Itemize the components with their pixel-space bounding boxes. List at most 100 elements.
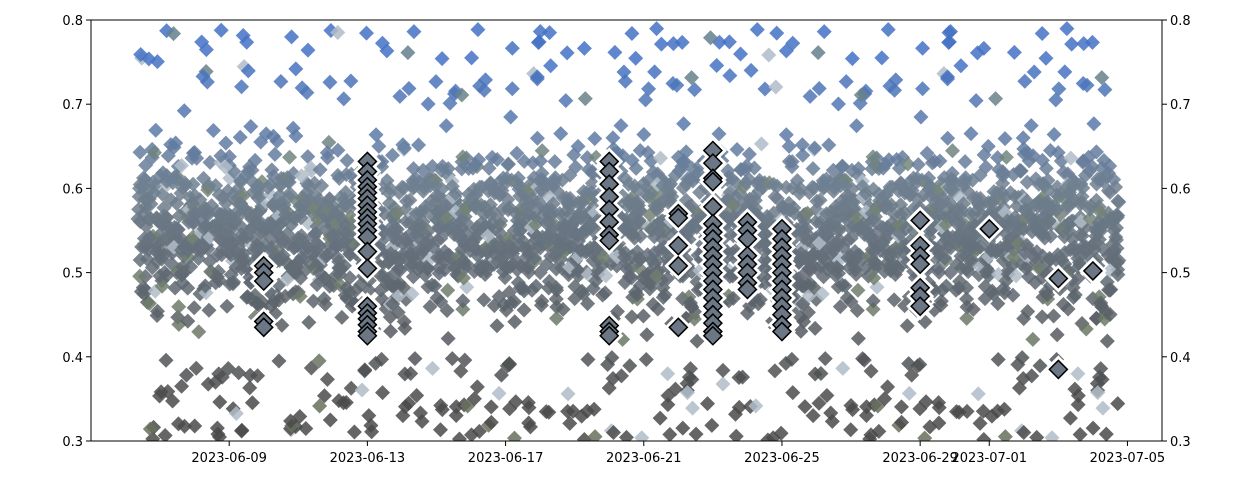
highlight-point-88 bbox=[910, 296, 931, 317]
cloud-point-2597 bbox=[959, 291, 975, 307]
cloud-point-220 bbox=[202, 154, 218, 170]
cloud-point-2679 bbox=[976, 147, 992, 163]
cloud-point-883 bbox=[403, 246, 419, 262]
cloud-point-1336 bbox=[555, 301, 571, 317]
cloud-point-562 bbox=[312, 162, 328, 178]
cloud-point-263 bbox=[210, 426, 226, 441]
cloud-point-2162 bbox=[812, 192, 828, 208]
cloud-point-1498 bbox=[607, 44, 623, 60]
cloud-point-306 bbox=[228, 405, 244, 421]
cloud-point-802 bbox=[383, 323, 399, 339]
cloud-point-2682 bbox=[976, 432, 992, 441]
cloud-point-1662 bbox=[651, 224, 667, 240]
cloud-point-2102 bbox=[789, 173, 805, 189]
cloud-point-389 bbox=[253, 240, 269, 256]
cloud-point-2145 bbox=[816, 24, 832, 40]
cloud-point-2615 bbox=[959, 403, 975, 419]
cloud-point-760 bbox=[375, 385, 391, 401]
cloud-point-1155 bbox=[492, 187, 508, 203]
cloud-point-1394 bbox=[576, 432, 592, 441]
cloud-point-1644 bbox=[652, 410, 668, 426]
cloud-point-830 bbox=[396, 140, 412, 156]
cloud-point-2404 bbox=[894, 414, 910, 430]
cloud-point-61 bbox=[141, 51, 157, 67]
cloud-point-1280 bbox=[529, 71, 545, 87]
cloud-point-1570 bbox=[628, 160, 644, 176]
cloud-point-1712 bbox=[678, 144, 694, 160]
highlight-point-24 bbox=[357, 325, 378, 346]
cloud-point-2472 bbox=[915, 40, 931, 56]
cloud-point-745 bbox=[357, 363, 373, 379]
cloud-point-1164 bbox=[504, 81, 520, 97]
cloud-point-1057 bbox=[471, 423, 487, 439]
cloud-point-514 bbox=[300, 149, 316, 165]
cloud-point-2500 bbox=[921, 170, 937, 186]
cloud-point-2202 bbox=[823, 233, 839, 249]
cloud-point-1680 bbox=[662, 427, 678, 441]
cloud-point-1901 bbox=[728, 406, 744, 422]
cloud-point-1661 bbox=[653, 36, 669, 52]
cloud-point-2392 bbox=[888, 72, 904, 88]
cloud-point-161 bbox=[176, 103, 192, 119]
cloud-point-340 bbox=[244, 395, 260, 411]
cloud-point-3026 bbox=[1097, 82, 1113, 98]
cloud-point-1490 bbox=[600, 357, 616, 373]
cloud-point-1695 bbox=[663, 176, 679, 192]
cloud-point-2858 bbox=[1038, 160, 1054, 176]
cloud-point-1640 bbox=[650, 301, 666, 317]
cloud-point-2137 bbox=[800, 205, 816, 221]
cloud-point-1295 bbox=[542, 25, 558, 41]
cloud-point-3051 bbox=[1094, 70, 1110, 86]
cloud-point-1261 bbox=[532, 153, 548, 169]
cloud-point-2048 bbox=[785, 385, 801, 401]
cloud-point-73 bbox=[158, 352, 174, 368]
cloud-point-814 bbox=[379, 173, 395, 189]
cloud-point-261 bbox=[205, 122, 221, 138]
y-tick-label-right-5: 0.8 bbox=[1170, 14, 1191, 29]
cloud-point-410 bbox=[267, 146, 283, 162]
cloud-point-2163 bbox=[814, 286, 830, 302]
cloud-point-131 bbox=[165, 393, 181, 409]
cloud-point-539 bbox=[293, 232, 309, 248]
cloud-point-2920 bbox=[1049, 252, 1065, 268]
cloud-point-1489 bbox=[595, 287, 611, 303]
cloud-point-2854 bbox=[1026, 197, 1042, 213]
cloud-point-23 bbox=[131, 189, 147, 205]
cloud-point-1175 bbox=[500, 157, 516, 173]
cloud-point-2301 bbox=[863, 363, 879, 379]
cloud-point-2573 bbox=[941, 34, 957, 50]
cloud-point-1182 bbox=[501, 284, 517, 300]
cloud-point-64 bbox=[141, 242, 157, 258]
x-tick-label-5: 2023-06-29 bbox=[882, 451, 958, 466]
cloud-point-2735 bbox=[997, 131, 1013, 147]
cloud-point-465 bbox=[274, 232, 290, 248]
cloud-point-157 bbox=[174, 275, 190, 291]
cloud-point-181 bbox=[187, 418, 203, 434]
cloud-point-2447 bbox=[900, 156, 916, 172]
cloud-point-576 bbox=[303, 256, 319, 272]
cloud-point-1420 bbox=[580, 351, 596, 367]
cloud-point-2750 bbox=[995, 168, 1011, 184]
cloud-point-1439 bbox=[584, 164, 600, 180]
cloud-point-1252 bbox=[521, 415, 537, 431]
cloud-point-1036 bbox=[455, 149, 471, 165]
cloud-point-1314 bbox=[540, 233, 556, 249]
cloud-point-713 bbox=[348, 282, 364, 298]
cloud-point-2564 bbox=[940, 130, 956, 146]
cloud-point-1529 bbox=[613, 118, 629, 134]
cloud-point-2544 bbox=[931, 395, 947, 411]
cloud-point-862 bbox=[403, 366, 419, 382]
cloud-point-2928 bbox=[1060, 301, 1076, 317]
cloud-point-202 bbox=[188, 360, 204, 376]
highlight-point-37 bbox=[668, 207, 689, 228]
cloud-point-2893 bbox=[1048, 92, 1064, 108]
cloud-point-2452 bbox=[915, 81, 931, 97]
cloud-point-1438 bbox=[587, 429, 603, 441]
cloud-point-2647 bbox=[970, 386, 986, 402]
cloud-point-1767 bbox=[688, 426, 704, 441]
cloud-point-526 bbox=[292, 288, 308, 304]
cloud-point-1551 bbox=[616, 64, 632, 80]
cloud-point-1322 bbox=[541, 214, 557, 230]
cloud-point-2411 bbox=[886, 256, 902, 272]
cloud-point-2737 bbox=[994, 184, 1010, 200]
